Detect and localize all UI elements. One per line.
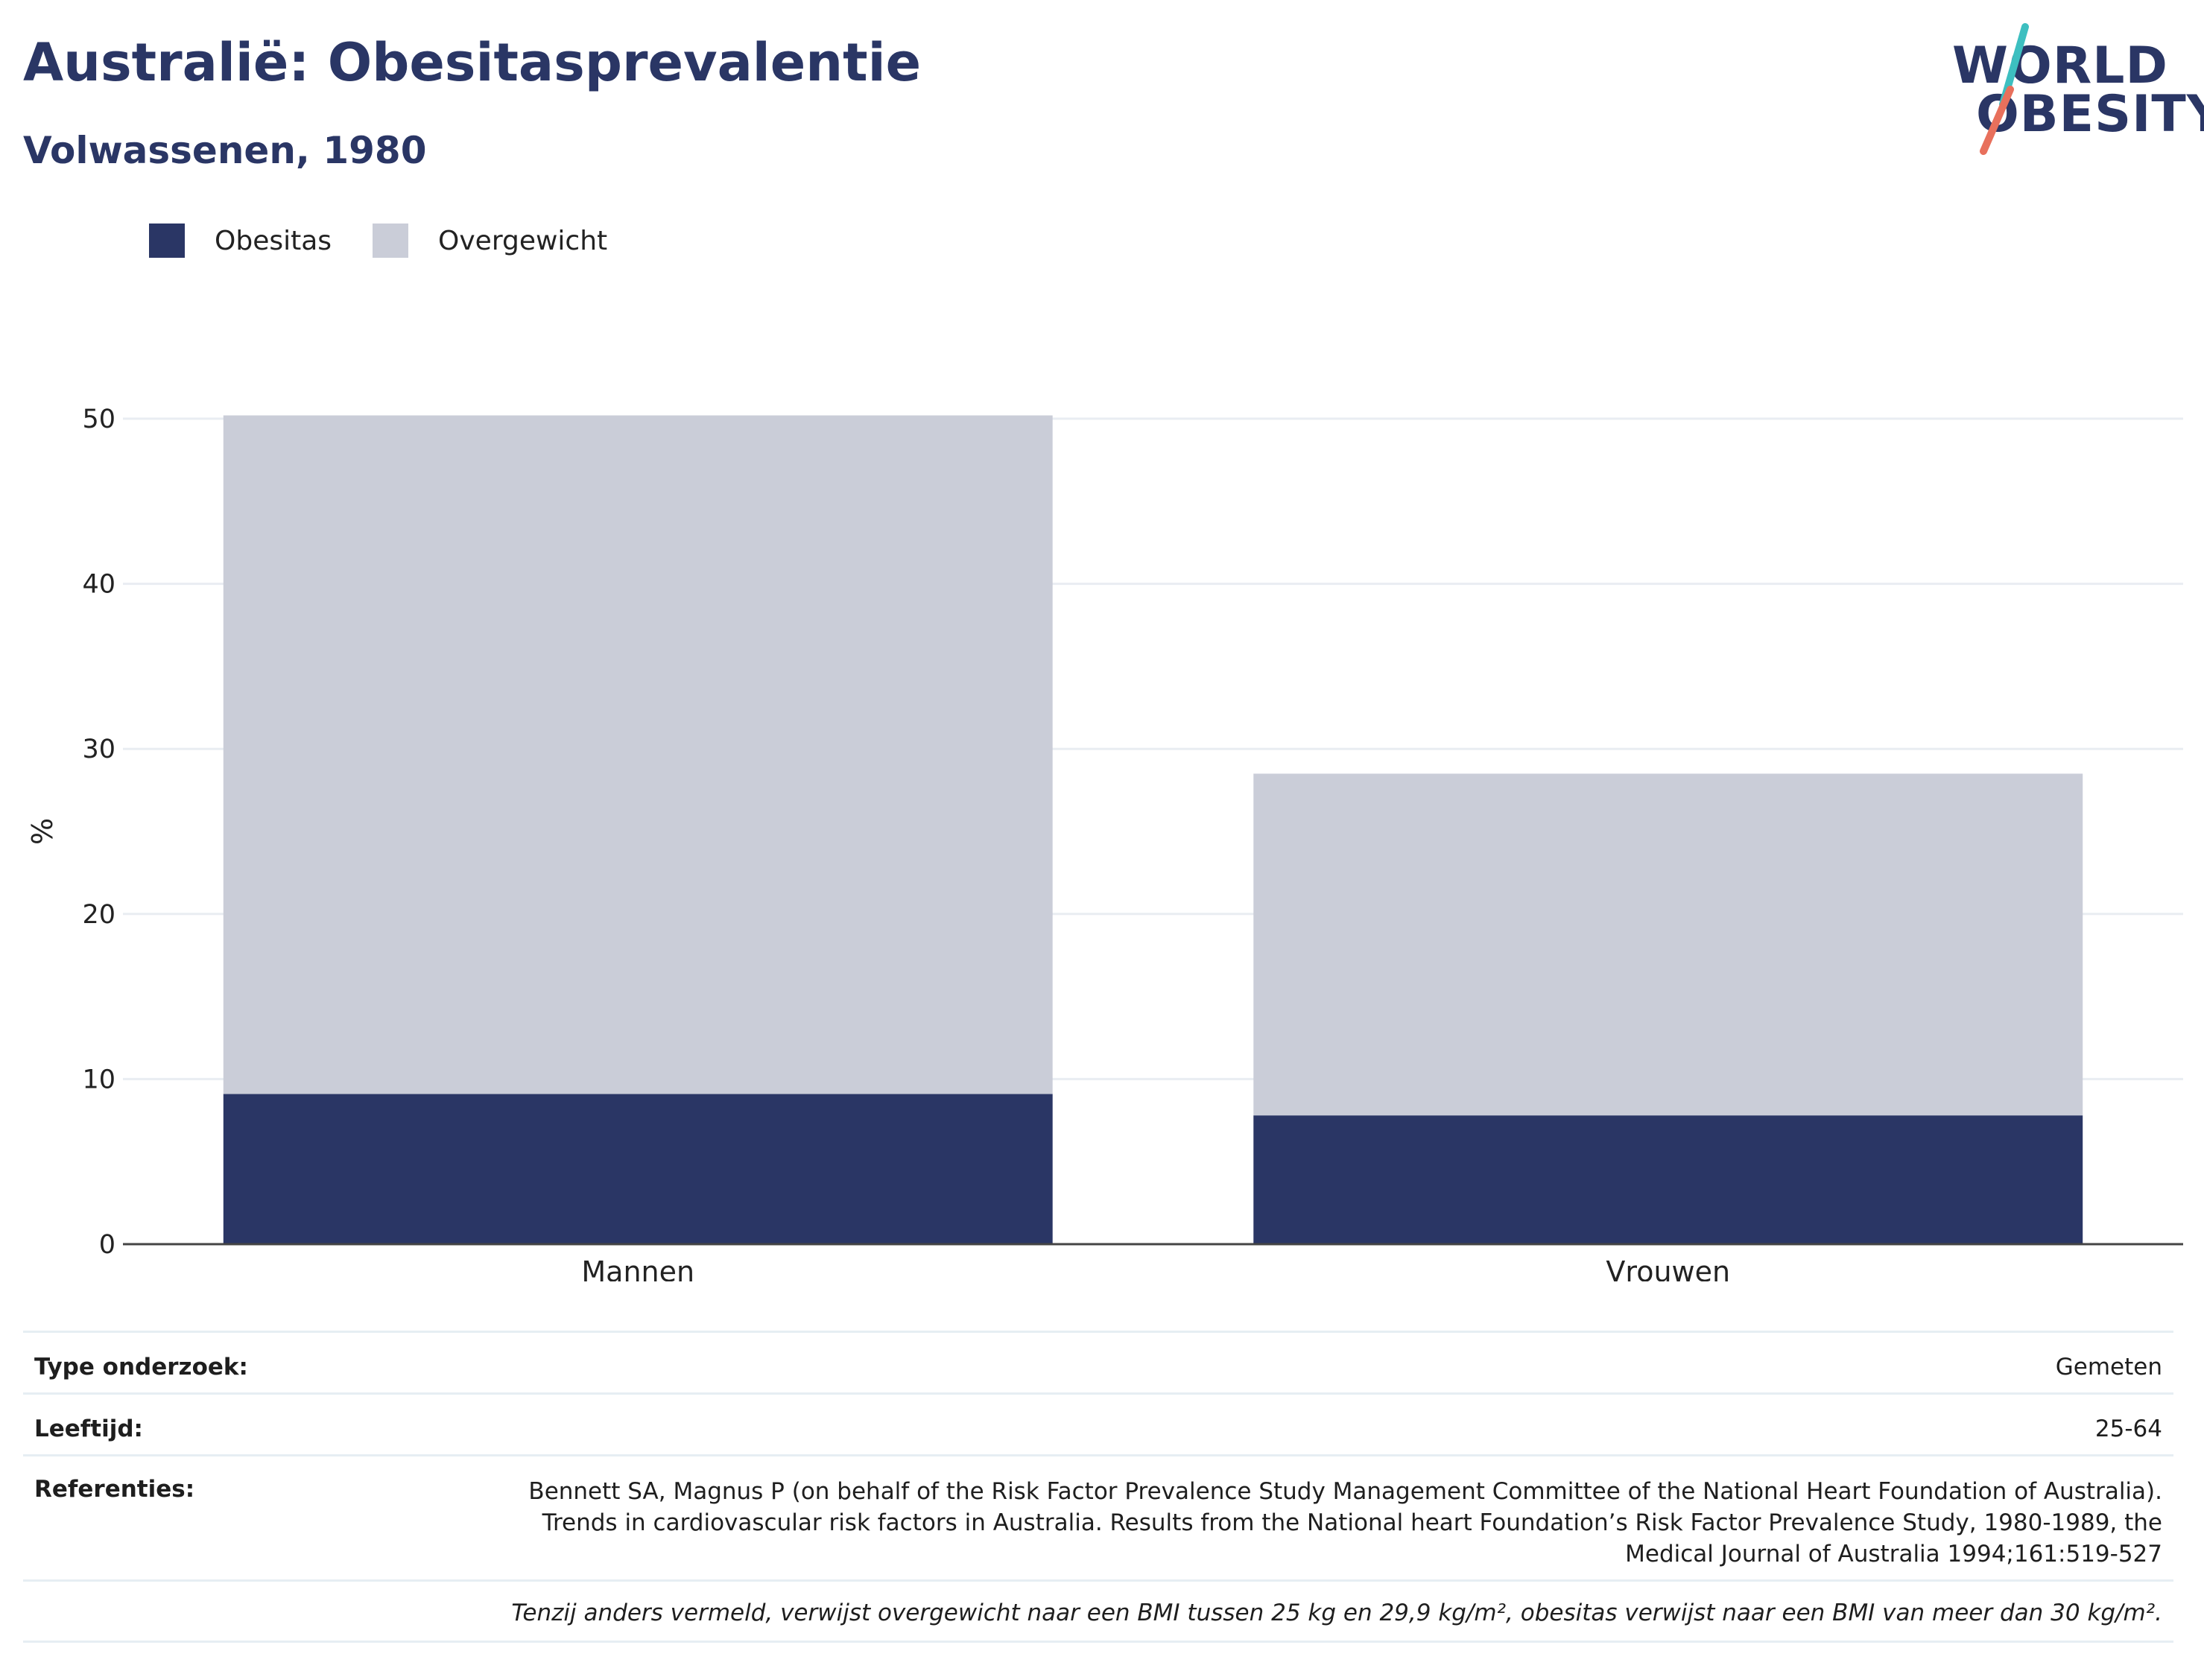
world-obesity-logo: WORLD OBESITY xyxy=(1945,15,2204,156)
survey-type-label: Type onderzoek: xyxy=(34,1354,248,1381)
logo-line-1: WORLD xyxy=(1952,37,2168,95)
meta-row-survey-type: Type onderzoek: Gemeten xyxy=(23,1331,2173,1392)
bar-mannen-obesitas xyxy=(223,1094,1053,1244)
bottom-divider xyxy=(23,1641,2173,1643)
age-value: 25-64 xyxy=(2094,1416,2162,1442)
x-tick-label-vrouwen: Vrouwen xyxy=(1606,1255,1730,1281)
legend-label-overweight: Overgewicht xyxy=(438,225,608,256)
meta-row-age: Leeftijd: 25-64 xyxy=(23,1392,2173,1454)
y-tick-label-20: 20 xyxy=(82,900,115,930)
logo-slash-icon xyxy=(1980,23,2029,155)
references-value: Bennett SA, Magnus P (on behalf of the R… xyxy=(528,1478,2162,1568)
y-tick-label-30: 30 xyxy=(82,735,115,764)
legend-item-overweight[interactable]: Overgewicht xyxy=(373,224,607,258)
bar-mannen-overgewicht xyxy=(223,415,1053,1094)
y-tick-label-10: 10 xyxy=(82,1065,115,1094)
y-axis-label: % xyxy=(26,818,59,845)
bmi-footnote: Tenzij anders vermeld, verwijst overgewi… xyxy=(23,1579,2173,1641)
chart-legend: Obesitas Overgewicht xyxy=(149,224,648,258)
references-label: Referenties: xyxy=(34,1476,195,1503)
meta-row-references: Referenties: Bennett SA, Magnus P (on be… xyxy=(23,1454,2173,1579)
bar-vrouwen-overgewicht xyxy=(1253,773,2083,1116)
legend-label-obesity: Obesitas xyxy=(215,225,332,256)
y-tick-label-40: 40 xyxy=(82,570,115,600)
age-label: Leeftijd: xyxy=(34,1416,143,1442)
legend-swatch-overweight xyxy=(373,224,409,258)
x-tick-label-mannen: Mannen xyxy=(581,1255,694,1281)
bmi-footnote-text: Tenzij anders vermeld, verwijst overgewi… xyxy=(511,1600,2162,1626)
legend-item-obesity[interactable]: Obesitas xyxy=(149,224,332,258)
legend-swatch-obesity xyxy=(149,224,185,258)
bar-chart: 0 10 20 30 40 50% Mannen Vrouwen xyxy=(26,405,2183,1281)
bar-vrouwen-obesitas xyxy=(1253,1115,2083,1244)
y-tick-label-0: 0 xyxy=(99,1230,115,1260)
survey-type-value: Gemeten xyxy=(2055,1354,2162,1381)
chart-title: Australië: Obesitasprevalentie xyxy=(23,32,922,93)
metadata-table: Type onderzoek: Gemeten Leeftijd: 25-64 … xyxy=(23,1331,2173,1643)
chart-subtitle: Volwassenen, 1980 xyxy=(23,129,427,172)
logo-line-2: OBESITY xyxy=(1976,85,2204,144)
y-tick-label-50: 50 xyxy=(82,405,115,434)
